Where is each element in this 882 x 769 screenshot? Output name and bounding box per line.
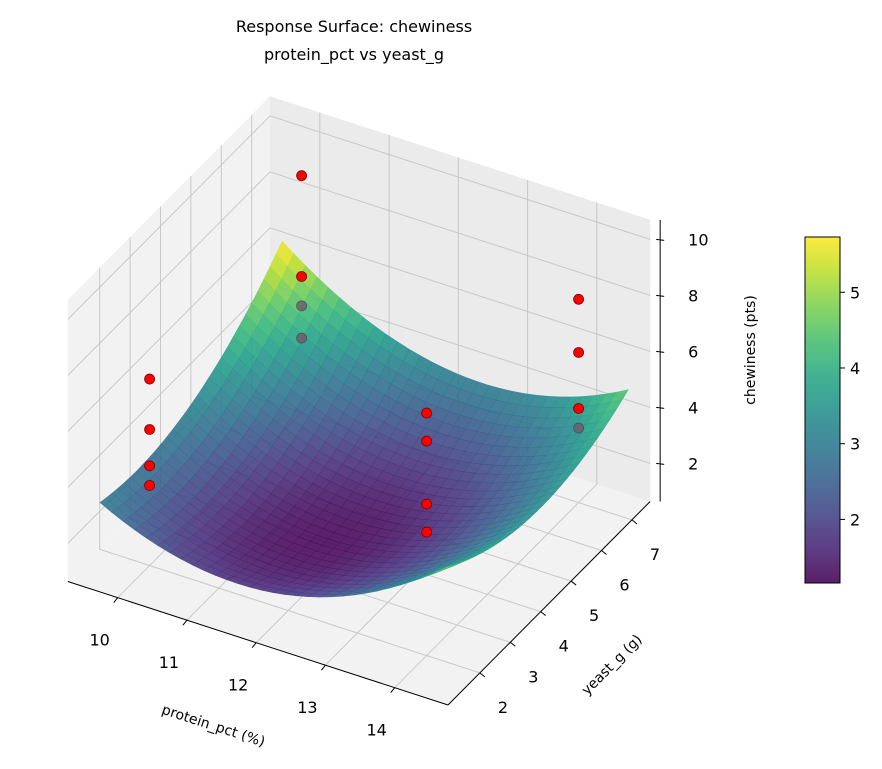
- z-grid-line: [67, 171, 651, 376]
- surface: [99, 240, 629, 598]
- x-tick-mark: [182, 619, 188, 626]
- z-tick-mark: [656, 238, 665, 241]
- x-tick-label: 14: [366, 721, 386, 740]
- scatter-point: [573, 293, 584, 305]
- scatter-point: [573, 422, 584, 434]
- y-tick-label: 7: [650, 545, 660, 564]
- z-tick-mark: [656, 462, 665, 465]
- scatter-point: [573, 347, 584, 358]
- colorbar-tick-label: 4: [850, 359, 860, 378]
- y-grid-line: [99, 267, 481, 674]
- z-axis-label: chewiness (pts): [743, 295, 759, 405]
- y-axis-line: [447, 501, 651, 706]
- colorbar-ticks: 2 3 4 5: [840, 283, 860, 529]
- y-tick-mark: [540, 611, 547, 617]
- left-pane: [67, 96, 270, 582]
- y-tick-mark: [479, 672, 486, 678]
- x-tick-label: 13: [297, 698, 317, 717]
- scatter-point: [296, 170, 307, 182]
- y-axis-label: yeast_g (g): [579, 632, 646, 699]
- z-tick-mark: [656, 406, 665, 409]
- z-tick-label: 4: [688, 398, 698, 417]
- scatter-point: [144, 424, 155, 435]
- z-tick-label: 2: [688, 454, 698, 473]
- z-tick-mark: [656, 294, 665, 297]
- chart-title-line-1: Response Surface: chewiness: [236, 17, 472, 36]
- x-tick-mark: [251, 642, 257, 648]
- y-tick-label: 4: [559, 637, 569, 656]
- z-tick-label: 10: [688, 230, 708, 249]
- scatter-point: [296, 332, 307, 344]
- z-grid-line: [67, 227, 651, 432]
- scatter-point: [144, 460, 155, 472]
- tick-labels: 10 11 12 13 14 2 3 4 5 6 7 2 4 6 8 10: [89, 230, 708, 739]
- y-tick-mark: [601, 550, 607, 555]
- x-tick-label: 10: [89, 631, 109, 650]
- colorbar-tick-label: 3: [850, 435, 860, 454]
- y-tick-mark: [631, 519, 638, 525]
- x-axis-label: protein_pct (%): [160, 702, 267, 750]
- y-tick-label: 2: [498, 698, 508, 717]
- scatter-point: [421, 526, 432, 538]
- scatter-points: [144, 170, 584, 538]
- x-tick-label: 12: [228, 676, 248, 695]
- scatter-point: [573, 403, 584, 414]
- y-tick-label: 5: [589, 606, 599, 625]
- surface-patch: [434, 565, 453, 573]
- x-tick-label: 11: [159, 653, 179, 672]
- scatter-point: [421, 498, 432, 510]
- x-tick-mark: [113, 597, 119, 603]
- scatter-point: [421, 435, 432, 447]
- x-axis-line: [67, 580, 449, 706]
- z-tick-label: 6: [688, 342, 698, 361]
- scatter-point: [421, 407, 432, 419]
- scatter-point: [144, 480, 155, 491]
- z-tick-label: 8: [688, 286, 698, 305]
- z-tick-mark: [656, 350, 665, 353]
- scatter-point: [144, 373, 155, 385]
- chart-title-line-2: protein_pct vs yeast_g: [264, 45, 444, 65]
- x-tick-mark: [321, 664, 326, 671]
- z-grid-line: [67, 115, 651, 320]
- x-grid-line: [394, 202, 598, 689]
- axis-lines: [67, 219, 661, 706]
- scatter-point: [296, 300, 307, 312]
- colorbar-tick-label: 2: [850, 510, 860, 529]
- scatter-point: [296, 271, 307, 282]
- y-tick-label: 3: [528, 667, 538, 686]
- y-tick-mark: [510, 641, 516, 647]
- y-tick-mark: [570, 580, 577, 586]
- colorbar: [804, 236, 841, 584]
- colorbar-tick-label: 5: [850, 283, 860, 302]
- x-tick-mark: [390, 687, 396, 693]
- y-tick-label: 6: [619, 575, 629, 594]
